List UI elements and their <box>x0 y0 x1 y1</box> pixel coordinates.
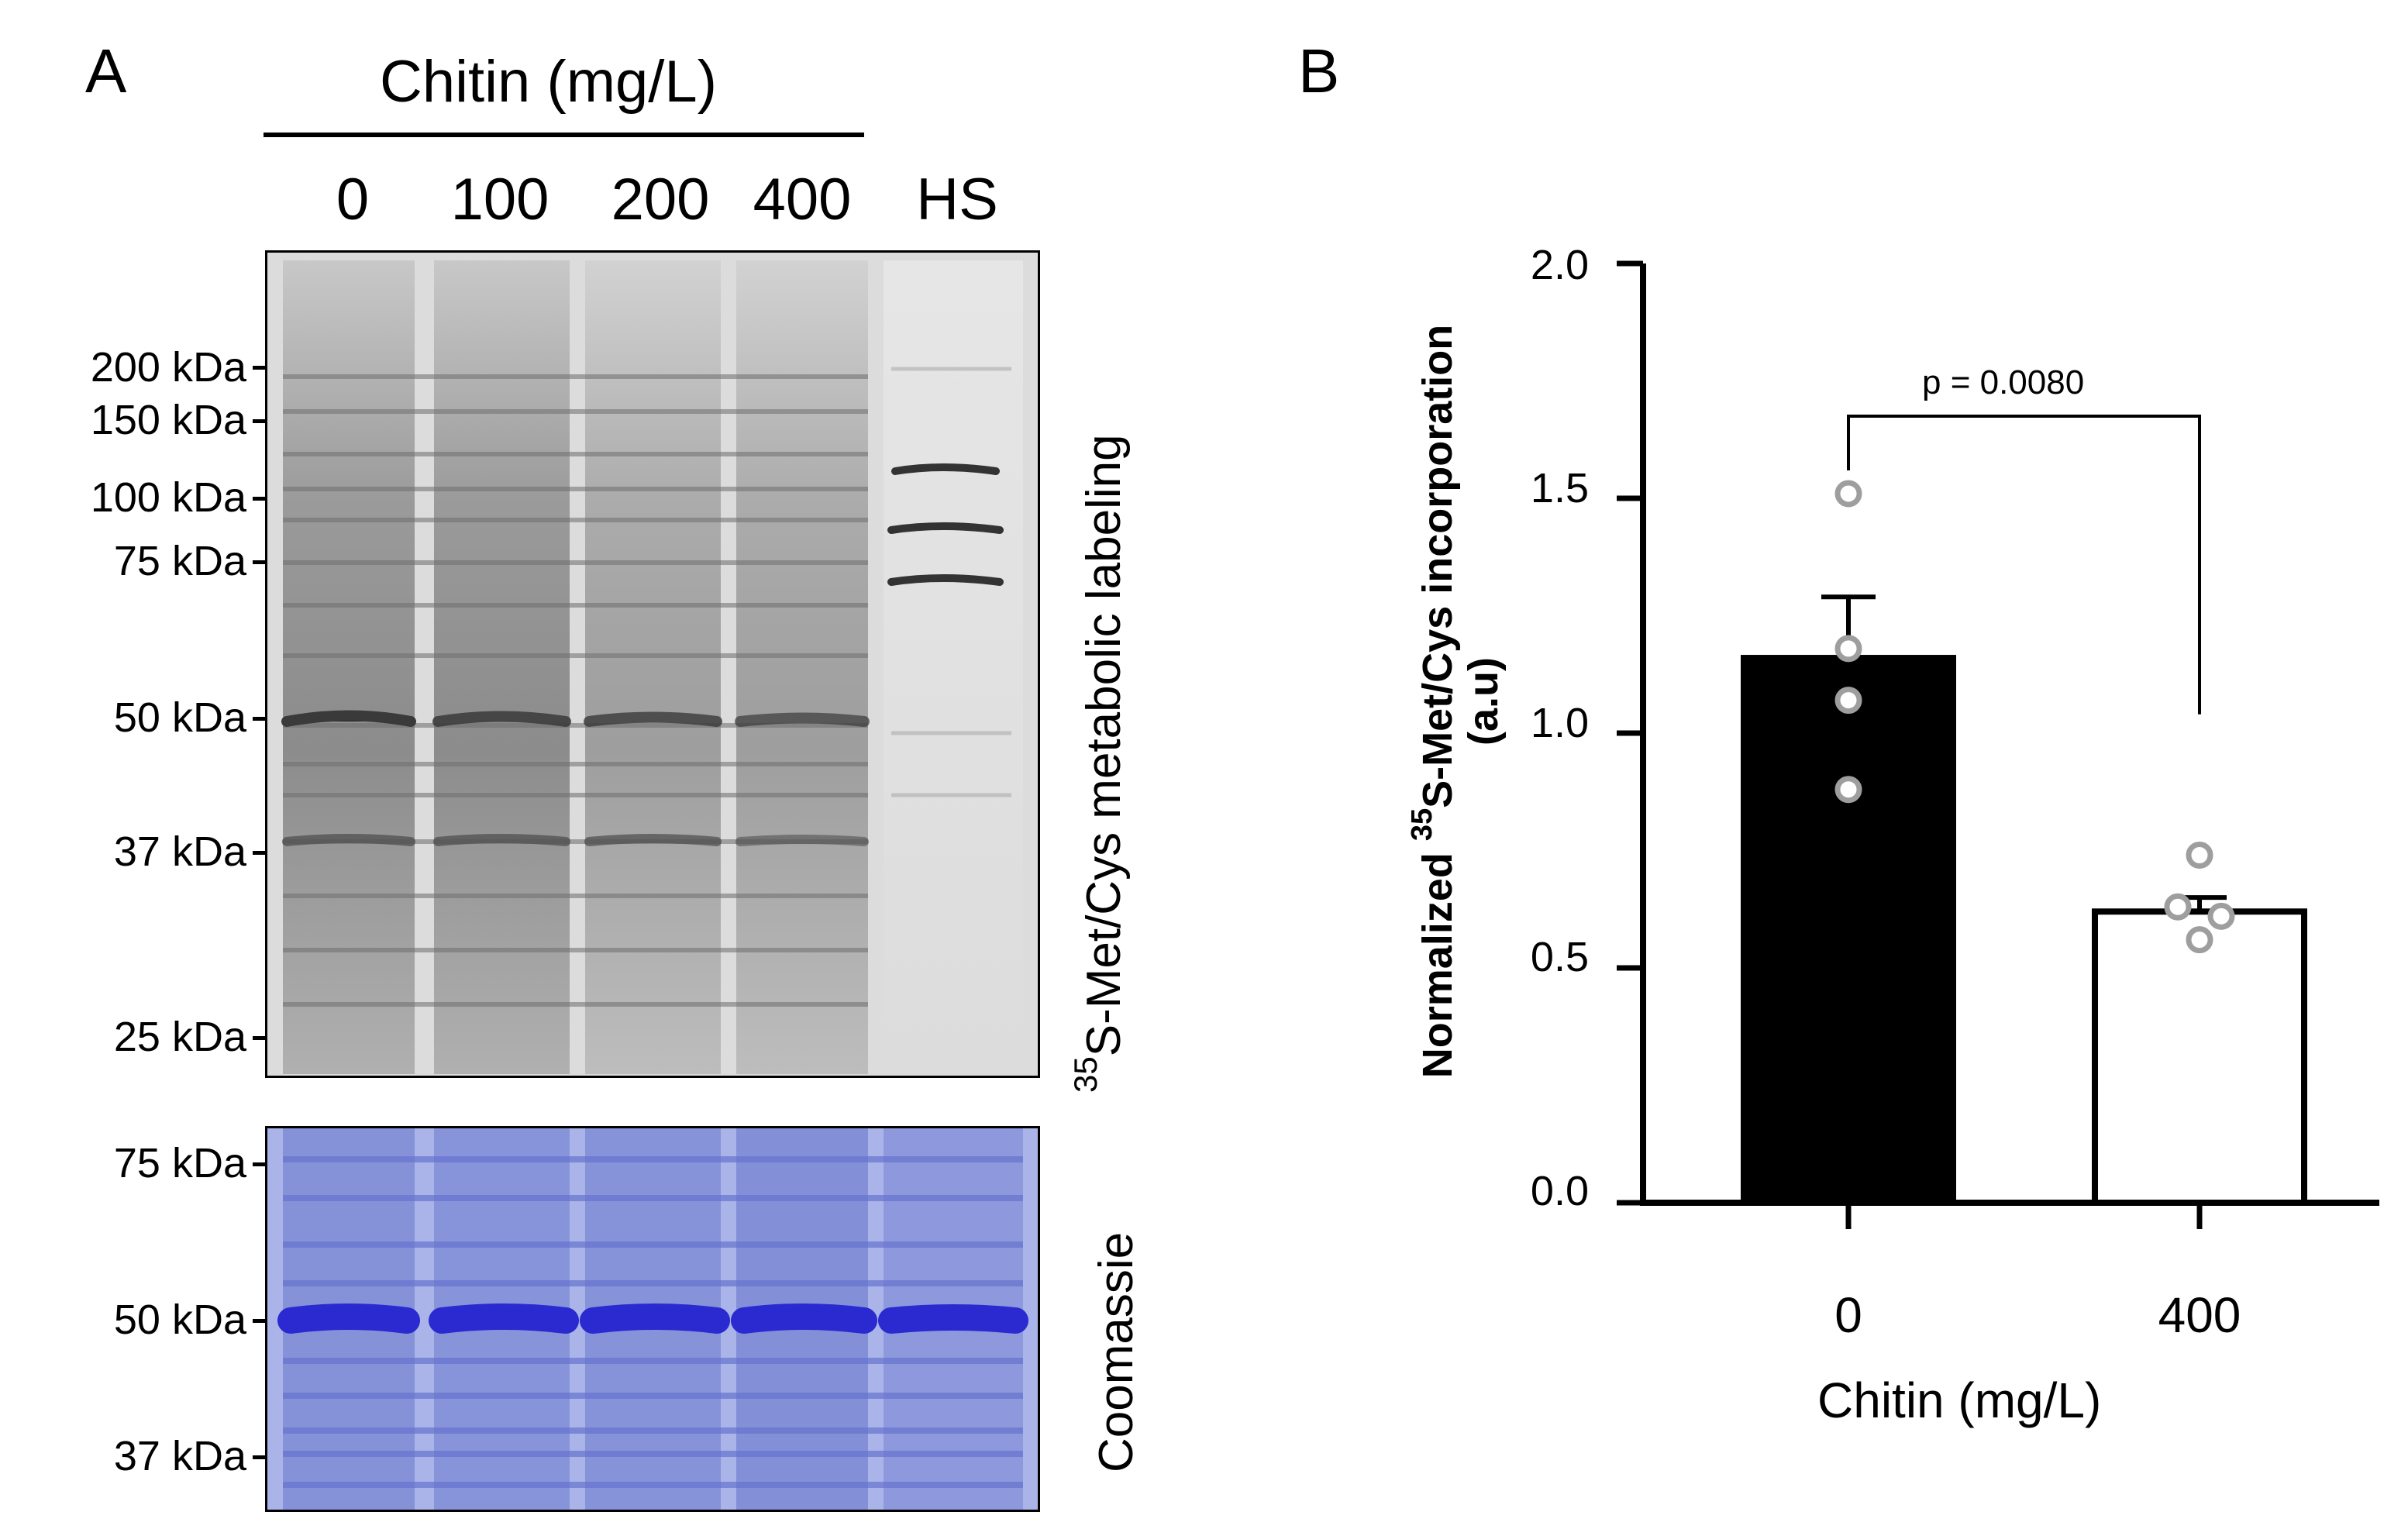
data-point-400-2 <box>2207 902 2235 930</box>
data-point-400-1 <box>2164 893 2192 921</box>
mw-tick-25 <box>253 1036 265 1040</box>
chitin-group-header: Chitin (mg/L) <box>380 49 717 115</box>
data-point-0-3 <box>1834 776 1862 804</box>
data-point-0-2 <box>1834 687 1862 715</box>
coomassie-marker-75: 75 kDa <box>113 1140 246 1186</box>
coomassie-tick-75 <box>253 1162 265 1166</box>
lane-label-400: 400 <box>753 167 852 232</box>
mw-tick-200 <box>253 366 265 370</box>
lane-label-100: 100 <box>450 167 549 232</box>
mw-tick-37 <box>253 851 265 855</box>
mw-marker-75: 75 kDa <box>113 538 246 584</box>
coomassie-tick-37 <box>253 1455 265 1459</box>
group-header-line <box>264 133 864 137</box>
y-tick-label-0-5: 0.5 <box>1530 934 1589 980</box>
data-point-400-0 <box>2186 842 2213 870</box>
data-point-0-1 <box>1834 635 1862 663</box>
autoradiograph-blot <box>265 250 1040 1078</box>
bar-0 <box>1741 655 1956 1206</box>
data-point-400-3 <box>2186 926 2213 954</box>
mw-marker-50: 50 kDa <box>113 694 246 741</box>
panel-b-letter: B <box>1298 36 1340 105</box>
mw-marker-25: 25 kDa <box>113 1014 246 1060</box>
bar-400 <box>2092 908 2307 1207</box>
mw-tick-150 <box>253 419 265 423</box>
significance-label: p = 0.0080 <box>1922 363 2085 401</box>
significance-bracket <box>1847 415 2201 715</box>
coomassie-tick-50 <box>253 1319 265 1323</box>
mw-tick-50 <box>253 717 265 721</box>
panel-a-letter: A <box>85 36 127 105</box>
x-axis-title: Chitin (mg/L) <box>1817 1372 2102 1428</box>
mw-marker-150: 150 kDa <box>90 397 246 443</box>
autoradiograph-image <box>267 253 1038 1076</box>
y-tick-label-1-0: 1.0 <box>1530 700 1589 746</box>
coomassie-marker-37: 37 kDa <box>113 1433 246 1479</box>
lane-label-hs: HS <box>916 167 998 232</box>
x-category-0: 0 <box>1834 1287 1862 1343</box>
lane-label-0: 0 <box>336 167 370 232</box>
coomassie-marker-50: 50 kDa <box>113 1297 246 1343</box>
mw-tick-100 <box>253 497 265 501</box>
mw-tick-75 <box>253 560 265 564</box>
mw-marker-37: 37 kDa <box>113 828 246 875</box>
y-tick-label-0: 0.0 <box>1530 1168 1589 1214</box>
chart-plot-area <box>1617 260 2379 1229</box>
y-tick-label-2-0: 2.0 <box>1530 242 1589 288</box>
data-point-0-0 <box>1834 480 1862 508</box>
coomassie-image <box>267 1128 1038 1510</box>
y-tick-label-1-5: 1.5 <box>1530 465 1589 511</box>
mw-marker-200: 200 kDa <box>90 344 246 391</box>
mw-marker-100: 100 kDa <box>90 474 246 521</box>
x-category-400: 400 <box>2158 1287 2241 1343</box>
coomassie-blot <box>265 1126 1040 1512</box>
lane-label-200: 200 <box>611 167 710 232</box>
